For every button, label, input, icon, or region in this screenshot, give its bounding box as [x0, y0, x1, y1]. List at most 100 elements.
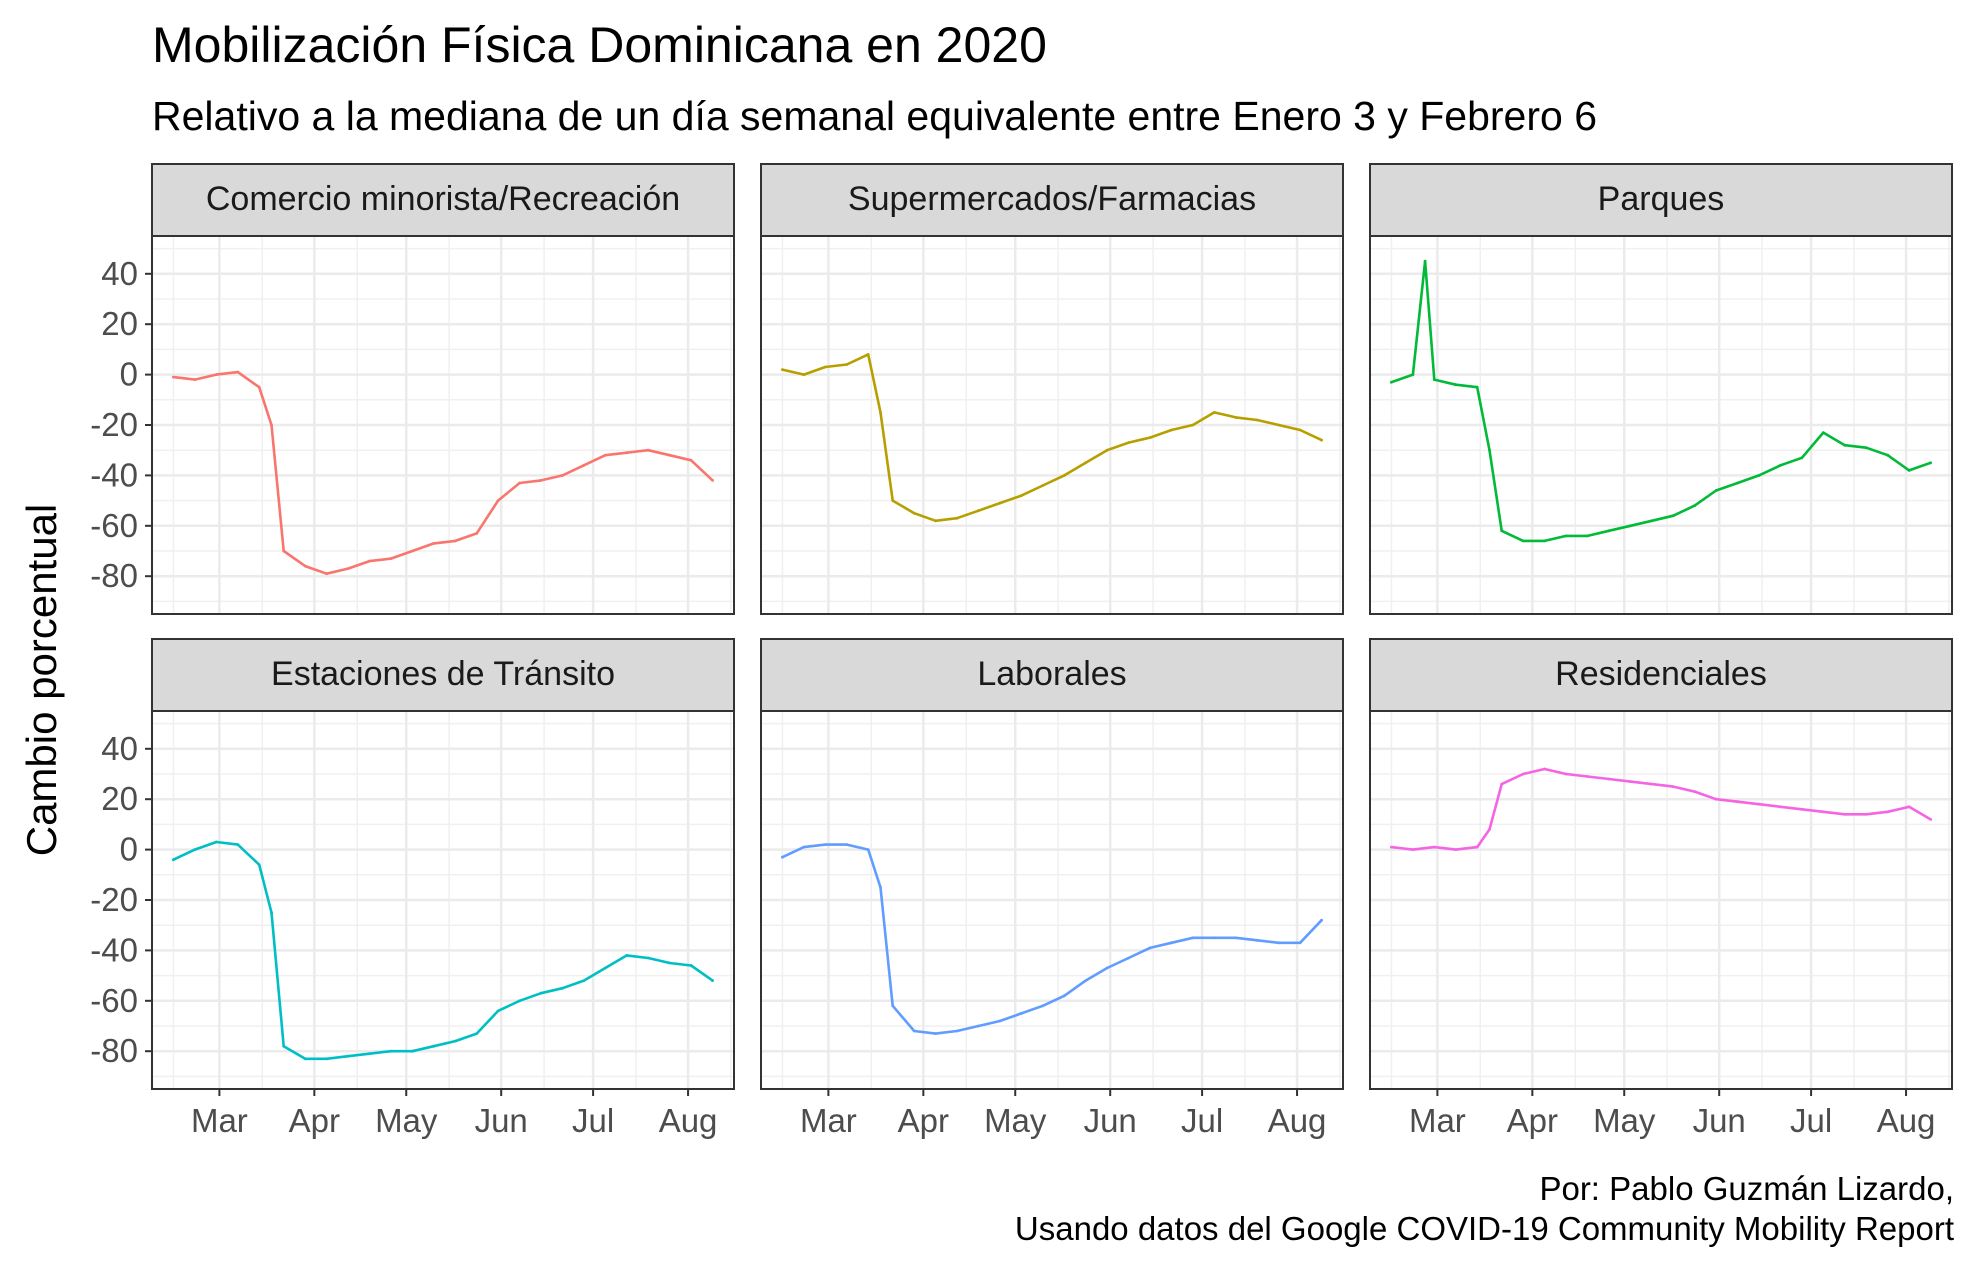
data-point — [1693, 790, 1697, 793]
data-point — [625, 954, 629, 957]
data-point — [1411, 373, 1415, 376]
x-tick-label: Jul — [1181, 1102, 1223, 1139]
data-point — [1693, 504, 1697, 507]
data-point — [214, 373, 218, 376]
data-point — [1779, 805, 1782, 809]
data-point — [1454, 383, 1458, 387]
panel-comercio-minorista-recreacion: Comercio minorista/Recreación 40 20 0 -20 -40… — [90, 163, 735, 615]
data-point — [1277, 941, 1281, 945]
data-point — [1212, 411, 1216, 414]
data-point — [1062, 474, 1066, 477]
x-tick-label: May — [984, 1102, 1047, 1139]
strip-laborales — [760, 638, 1344, 712]
data-point — [711, 479, 714, 482]
data-point — [1757, 802, 1761, 806]
data-point — [1650, 782, 1654, 786]
data-point — [236, 370, 240, 374]
x-tick-label: Jun — [1693, 1102, 1746, 1139]
data-point — [236, 843, 240, 846]
y-tick-label: 0 — [120, 831, 138, 868]
data-point — [1714, 797, 1718, 801]
data-point — [1020, 494, 1023, 497]
x-tick-label: Apr — [1507, 1102, 1558, 1139]
data-point — [823, 843, 827, 846]
data-point — [1629, 780, 1632, 783]
x-tick-label: Aug — [1877, 1102, 1936, 1139]
data-point — [1277, 423, 1281, 427]
data-point — [303, 564, 307, 568]
strip-label: Estaciones de Tránsito — [271, 655, 615, 693]
strip-label: Laborales — [977, 655, 1126, 693]
data-point — [1212, 936, 1216, 940]
data-point — [891, 499, 895, 502]
y-tick-label: -20 — [90, 881, 138, 918]
data-point — [518, 999, 521, 1003]
data-point — [1800, 807, 1804, 811]
data-point — [1521, 772, 1525, 776]
data-point — [879, 411, 882, 414]
x-tick-label: Jun — [475, 1102, 528, 1139]
data-point — [1191, 423, 1195, 427]
strip-comercio-minorista-recreacion — [151, 163, 735, 237]
data-point — [1779, 463, 1782, 467]
data-point — [1629, 524, 1632, 528]
data-point — [561, 474, 564, 477]
data-point — [1564, 772, 1568, 776]
y-tick-label: -60 — [90, 982, 138, 1019]
x-tick-label: Apr — [289, 1102, 340, 1139]
x-tick-label: Aug — [1268, 1102, 1327, 1139]
data-point — [193, 378, 197, 381]
data-point — [172, 375, 175, 379]
data-point — [1929, 461, 1932, 465]
data-point — [582, 463, 586, 467]
panel-border — [1369, 235, 1953, 615]
panel-border — [1369, 710, 1953, 1090]
y-tick-label: 20 — [101, 780, 138, 817]
caption-line-2: Usando datos del Google COVID-19 Communi… — [1015, 1210, 1954, 1247]
x-tick-label: May — [375, 1102, 438, 1139]
data-point — [496, 499, 500, 502]
data-point — [193, 848, 197, 851]
data-point — [802, 373, 806, 376]
data-point — [912, 1029, 916, 1033]
data-point — [1671, 514, 1675, 518]
data-point — [325, 572, 328, 576]
data-point — [912, 511, 916, 515]
data-point — [934, 519, 937, 523]
data-point — [325, 1057, 328, 1061]
data-point — [475, 1032, 479, 1035]
data-point — [432, 542, 436, 545]
y-tick-label: 40 — [101, 730, 138, 767]
data-point — [955, 1029, 959, 1033]
data-point — [214, 840, 218, 844]
data-point — [1084, 461, 1088, 465]
data-point — [866, 848, 870, 851]
data-point — [1564, 534, 1568, 538]
data-point — [368, 559, 371, 563]
data-point — [1454, 848, 1458, 851]
data-point — [1041, 1004, 1045, 1008]
panel-border — [760, 710, 1344, 1090]
x-tick-label: Jul — [1790, 1102, 1832, 1139]
series-line-parques — [1390, 259, 1932, 543]
data-point — [1234, 416, 1238, 419]
data-point — [411, 1049, 414, 1053]
data-point — [539, 991, 543, 995]
data-point — [1127, 441, 1130, 444]
data-point — [1586, 534, 1589, 538]
data-point — [845, 363, 849, 366]
data-point — [1800, 456, 1804, 460]
data-point — [257, 385, 261, 389]
data-point — [270, 911, 273, 914]
data-point — [282, 549, 286, 553]
data-point — [1170, 428, 1173, 432]
data-point — [646, 956, 650, 960]
data-point — [1714, 489, 1718, 492]
data-point — [1607, 777, 1611, 781]
x-tick-label: May — [1593, 1102, 1656, 1139]
data-point — [282, 1044, 286, 1048]
x-tick-label: Mar — [800, 1102, 857, 1139]
data-point — [781, 368, 784, 371]
data-point — [1475, 385, 1479, 389]
data-point — [1736, 800, 1739, 804]
